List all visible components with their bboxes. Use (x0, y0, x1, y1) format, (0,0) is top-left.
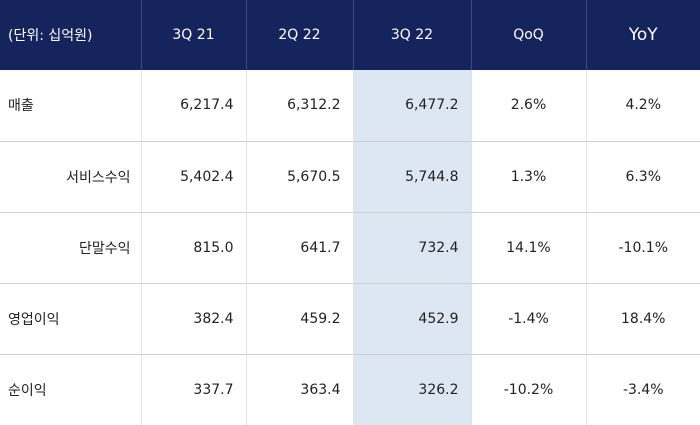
cell-qoq: 14.1% (470, 211, 586, 283)
cell-3q21: 337.7 (140, 353, 246, 425)
cell-3q22: 5,744.8 (352, 140, 471, 212)
table-row: 서비스수익 5,402.4 5,670.5 5,744.8 1.3% 6.3% (0, 140, 700, 212)
cell-yoy: -3.4% (585, 353, 700, 425)
table-row: 순이익 337.7 363.4 326.2 -10.2% -3.4% (0, 353, 700, 425)
cell-yoy: 4.2% (585, 70, 700, 141)
cell-3q22: 452.9 (352, 282, 471, 354)
cell-2q22: 641.7 (245, 211, 353, 283)
column-header-3q21: 3Q 21 (140, 0, 246, 70)
cell-2q22: 363.4 (245, 353, 353, 425)
row-label: 서비스수익 (0, 140, 141, 212)
cell-3q21: 382.4 (140, 282, 246, 354)
cell-yoy: 18.4% (585, 282, 700, 354)
column-header-yoy: YoY (585, 0, 700, 70)
unit-header: (단위: 십억원) (0, 0, 141, 70)
row-label: 매출 (8, 98, 34, 115)
row-label: 순이익 (0, 353, 141, 425)
cell-3q22: 6,477.2 (352, 70, 471, 141)
table-row: 영업이익 382.4 459.2 452.9 -1.4% 18.4% (0, 282, 700, 354)
cell-2q22: 6,312.2 (245, 70, 353, 141)
cell-qoq: -1.4% (470, 282, 586, 354)
row-label: 단말수익 (0, 211, 141, 283)
table-header-row: (단위: 십억원) 3Q 21 2Q 22 3Q 22 QoQ YoY (0, 0, 700, 70)
cell-2q22: 459.2 (245, 282, 353, 354)
cell-yoy: -10.1% (585, 211, 700, 283)
cell-qoq: 2.6% (470, 70, 586, 141)
table-row: 매출 6,217.4 6,312.2 6,477.2 2.6% 4.2% (0, 70, 700, 141)
row-label: 영업이익 (0, 282, 141, 354)
cell-qoq: -10.2% (470, 353, 586, 425)
cell-3q21: 6,217.4 (140, 70, 246, 141)
table-row: 단말수익 815.0 641.7 732.4 14.1% -10.1% (0, 211, 700, 283)
cell-qoq: 1.3% (470, 140, 586, 212)
cell-3q22: 326.2 (352, 353, 471, 425)
column-header-2q22: 2Q 22 (245, 0, 353, 70)
cell-yoy: 6.3% (585, 140, 700, 212)
cell-3q21: 5,402.4 (140, 140, 246, 212)
cell-3q22: 732.4 (352, 211, 471, 283)
cell-3q21: 815.0 (140, 211, 246, 283)
cell-2q22: 5,670.5 (245, 140, 353, 212)
column-header-3q22: 3Q 22 (352, 0, 471, 70)
column-header-qoq: QoQ (470, 0, 586, 70)
